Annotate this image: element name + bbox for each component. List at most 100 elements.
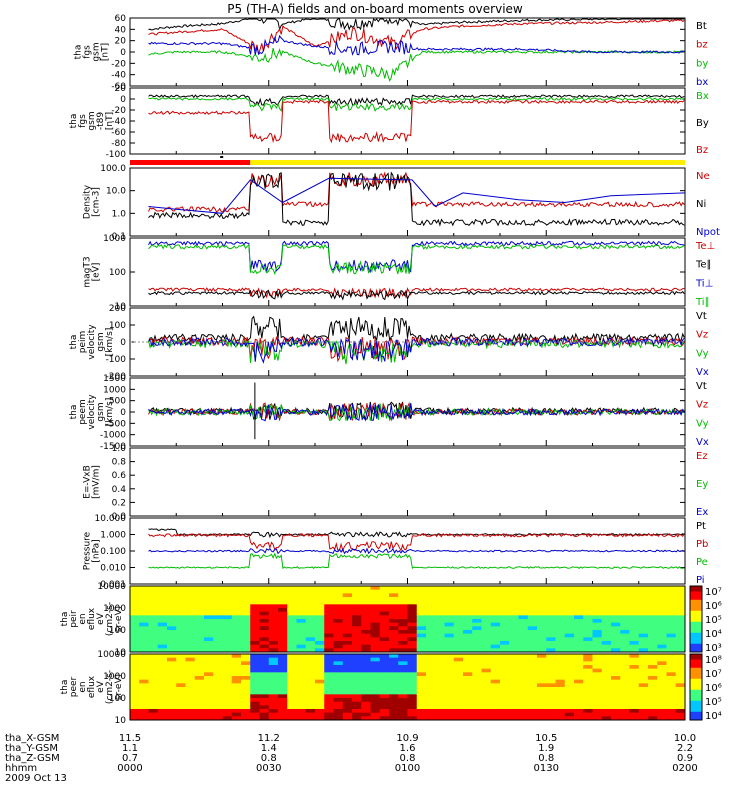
spectro-cell <box>611 648 621 653</box>
y-axis-label-line: tha <box>60 612 70 627</box>
spectro-cell <box>463 630 473 635</box>
spectro-cell <box>398 633 408 638</box>
spectro-cell <box>611 600 621 605</box>
spectro-cell <box>204 593 214 598</box>
spectro-cell <box>490 589 501 594</box>
y-tick-label: -40 <box>111 71 126 81</box>
spectro-cell <box>176 676 186 681</box>
spectro-cell <box>648 654 658 659</box>
spectro-cell <box>666 683 677 688</box>
footer-value: 0.9 <box>677 753 693 764</box>
spectro-cell <box>638 622 649 627</box>
spectro-cell <box>342 633 353 638</box>
spectro-cell <box>389 679 399 684</box>
spectro-cell <box>518 630 529 635</box>
spectro-cell <box>250 608 260 613</box>
spectro-cell <box>472 701 482 706</box>
spectro-cell <box>333 676 344 681</box>
spectro-cell <box>287 619 297 624</box>
spectro-cell <box>352 589 362 594</box>
spectro-cell <box>518 679 529 684</box>
spectro-cell <box>333 698 344 703</box>
spectro-cell <box>564 712 575 717</box>
y-axis-label: tha peem velocity gsm [km/s] <box>69 394 115 430</box>
spectro-cell <box>342 604 353 609</box>
spectro-cell <box>185 668 196 673</box>
spectro-cell <box>490 716 501 721</box>
spectro-cell <box>453 604 464 609</box>
spectro-cell <box>278 622 288 627</box>
colorbar-cell <box>690 673 702 677</box>
spectro-cell <box>389 644 399 649</box>
footer-value: 0200 <box>672 763 697 774</box>
spectro-cell <box>213 600 223 605</box>
spectro-cell <box>231 593 242 598</box>
spectro-cell <box>490 712 501 717</box>
spectro-cell <box>352 683 362 688</box>
spectro-cell <box>416 637 427 642</box>
spectro-cell <box>537 641 547 646</box>
spectro-cell <box>315 608 325 613</box>
spectro-cell <box>592 705 603 710</box>
spectro-cell <box>648 586 658 591</box>
spectro-cell <box>472 593 482 598</box>
spectro-cell <box>601 630 612 635</box>
spectro-cell <box>231 611 242 616</box>
spectro-cell <box>509 615 519 620</box>
spectro-cell <box>620 687 630 692</box>
spectro-cell <box>620 641 630 646</box>
spectro-cell <box>194 608 205 613</box>
spectro-cell <box>638 615 649 620</box>
spectro-cell <box>509 672 519 677</box>
spectro-cell <box>139 672 149 677</box>
spectro-cell <box>518 589 529 594</box>
spectro-cell <box>167 648 177 653</box>
spectro-cell <box>592 694 603 699</box>
spectro-cell <box>259 672 270 677</box>
spectro-cell <box>620 644 630 649</box>
spectro-cell <box>555 683 566 688</box>
spectro-cell <box>176 604 186 609</box>
spectro-cell <box>370 705 381 710</box>
spectro-cell <box>157 690 168 695</box>
footer-label: tha_Y-GSM <box>5 743 58 754</box>
spectro-cell <box>518 619 529 624</box>
spectro-cell <box>167 615 177 620</box>
spectro-cell <box>342 615 353 620</box>
spectro-cell <box>620 600 630 605</box>
spectro-cell <box>259 698 270 703</box>
spectro-cell <box>629 644 640 649</box>
spectro-cell <box>389 668 399 673</box>
spectro-cell <box>546 633 556 638</box>
spectro-cell <box>398 615 408 620</box>
spectro-cell <box>268 604 279 609</box>
spectro-cell <box>490 641 501 646</box>
spectro-cell <box>611 641 621 646</box>
spectro-cell <box>481 608 492 613</box>
spectro-cell <box>518 657 529 662</box>
spectro-cell <box>435 687 445 692</box>
spectro-cell <box>278 626 288 631</box>
spectro-cell <box>620 611 630 616</box>
spectro-cell <box>657 586 667 591</box>
spectro-cell <box>601 687 612 692</box>
spectro-cell <box>194 683 205 688</box>
spectro-cell <box>490 709 501 714</box>
spectro-cell <box>490 586 501 591</box>
spectro-cell <box>342 687 353 692</box>
spectro-cell <box>574 654 584 659</box>
spectro-cell <box>629 586 640 591</box>
spectro-cell <box>222 687 233 692</box>
legend-Vz: Vz <box>696 400 708 411</box>
spectro-cell <box>666 665 677 670</box>
spectro-cell <box>638 637 649 642</box>
spectro-cell <box>611 604 621 609</box>
spectro-cell <box>305 611 316 616</box>
spectro-cell <box>185 619 196 624</box>
spectro-cell <box>213 676 223 681</box>
spectro-cell <box>648 690 658 695</box>
spectro-cell <box>648 589 658 594</box>
y-tick-label: 60 <box>115 14 127 24</box>
spectro-cell <box>481 593 492 598</box>
spectro-cell <box>379 694 390 699</box>
